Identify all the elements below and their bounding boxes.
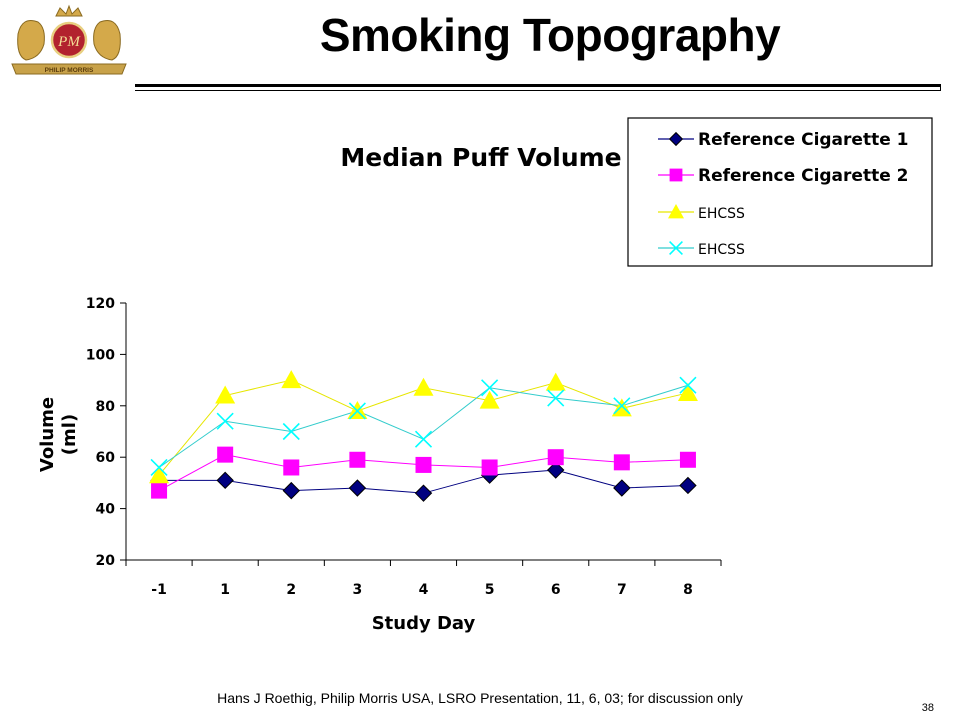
data-point-series-4 bbox=[216, 412, 234, 430]
data-point-series-3 bbox=[479, 390, 500, 409]
y-tick-label: 80 bbox=[96, 399, 116, 415]
x-tick-label: 7 bbox=[617, 582, 627, 598]
data-point-series-1 bbox=[414, 484, 433, 502]
legend-entry-1: Reference Cigarette 1 bbox=[698, 130, 908, 150]
legend-marker-4 bbox=[669, 241, 683, 255]
legend-marker-3 bbox=[668, 204, 684, 219]
series-line-4 bbox=[158, 384, 689, 468]
data-point-series-4 bbox=[414, 430, 433, 448]
y-tick-label: 40 bbox=[96, 502, 116, 518]
data-point-series-2 bbox=[349, 451, 366, 468]
page-number: 38 bbox=[921, 702, 934, 714]
x-axis-label: Study Day bbox=[372, 613, 476, 634]
x-tick-label: 6 bbox=[551, 582, 561, 598]
logo-wordmark: PHILIP MORRIS bbox=[45, 67, 94, 74]
chart-title: Median Puff Volume bbox=[340, 143, 621, 172]
data-point-series-2 bbox=[415, 456, 432, 473]
data-point-series-4 bbox=[679, 376, 697, 394]
x-tick-label: 2 bbox=[286, 582, 296, 598]
data-point-series-2 bbox=[613, 454, 630, 471]
philip-morris-logo: PM PHILIP MORRIS bbox=[11, 4, 127, 75]
data-point-series-4 bbox=[348, 402, 366, 420]
data-point-series-4 bbox=[150, 458, 168, 477]
legend-entry-3: EHCSS bbox=[698, 206, 745, 222]
data-point-series-1 bbox=[547, 461, 565, 479]
x-tick-label: 3 bbox=[353, 582, 363, 598]
x-tick-label: 1 bbox=[220, 582, 230, 598]
data-point-series-1 bbox=[216, 471, 234, 490]
slide-title: Smoking Topography bbox=[319, 9, 781, 61]
data-point-series-1 bbox=[613, 479, 631, 497]
x-tick-label: -1 bbox=[151, 582, 167, 598]
data-point-series-4 bbox=[282, 422, 300, 441]
data-point-series-4 bbox=[547, 389, 565, 407]
title-rule-thin bbox=[135, 90, 941, 91]
x-tick-label: 4 bbox=[419, 582, 429, 598]
title-rule-end bbox=[940, 84, 941, 91]
data-point-series-2 bbox=[679, 451, 696, 468]
legend-marker-2 bbox=[669, 168, 683, 182]
data-point-series-3 bbox=[281, 370, 302, 389]
data-point-series-2 bbox=[547, 449, 564, 466]
data-point-series-3 bbox=[545, 372, 566, 391]
y-tick-label: 120 bbox=[86, 296, 115, 312]
data-point-series-2 bbox=[481, 459, 498, 476]
footer-citation: Hans J Roethig, Philip Morris USA, LSRO … bbox=[217, 690, 743, 706]
data-point-series-3 bbox=[215, 385, 236, 404]
data-point-series-3 bbox=[677, 382, 698, 401]
y-tick-label: 60 bbox=[96, 450, 116, 466]
legend-entry-4: EHCSS bbox=[698, 242, 745, 258]
data-point-series-1 bbox=[282, 481, 300, 500]
data-point-series-2 bbox=[217, 446, 234, 463]
y-tick-label: 100 bbox=[86, 347, 115, 363]
logo-monogram: PM bbox=[57, 34, 81, 50]
y-axis-label: Volume(ml) bbox=[37, 397, 80, 472]
data-point-series-4 bbox=[481, 379, 499, 397]
x-tick-label: 5 bbox=[485, 582, 495, 598]
data-point-series-2 bbox=[151, 482, 168, 499]
data-point-series-4 bbox=[613, 397, 631, 415]
y-tick-label: 20 bbox=[96, 553, 116, 569]
title-rule bbox=[135, 84, 941, 87]
data-point-series-3 bbox=[413, 377, 434, 396]
data-point-series-3 bbox=[149, 465, 170, 484]
x-tick-label: 8 bbox=[683, 582, 693, 598]
data-point-series-2 bbox=[283, 459, 300, 476]
legend-marker-1 bbox=[668, 131, 684, 147]
legend-entry-2: Reference Cigarette 2 bbox=[698, 166, 908, 186]
data-point-series-1 bbox=[348, 479, 367, 497]
data-point-series-1 bbox=[679, 476, 697, 495]
